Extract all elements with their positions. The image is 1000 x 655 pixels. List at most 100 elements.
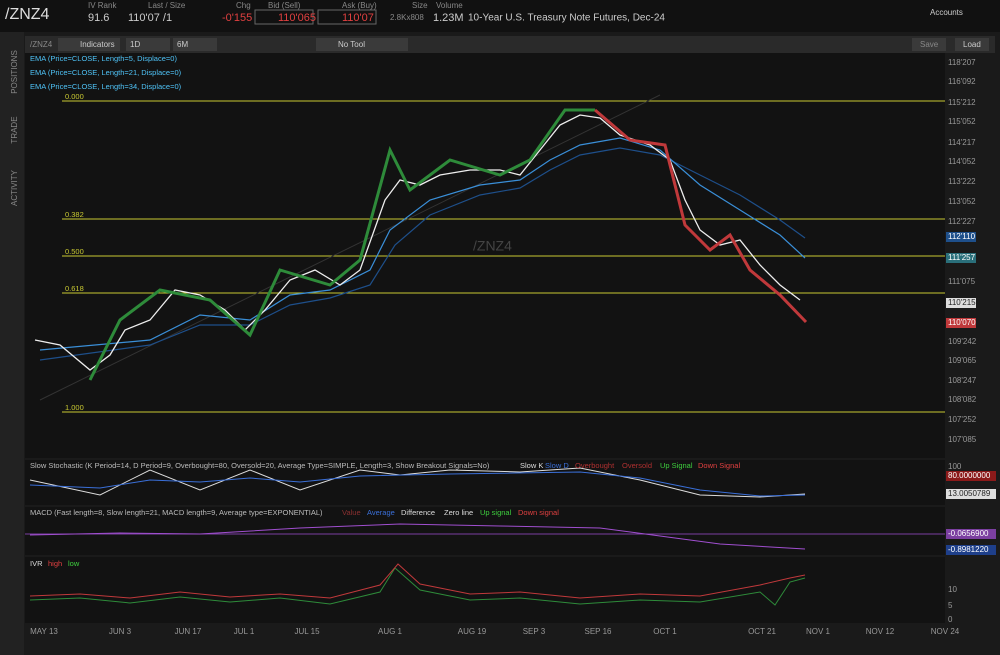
axis-label: 80.0000000: [948, 471, 991, 480]
date-label: NOV 12: [866, 627, 895, 636]
fib-label: 1.000: [65, 403, 84, 412]
header-bar: [0, 0, 1000, 32]
study-label: MACD (Fast length=8, Slow length=21, MAC…: [30, 508, 323, 517]
value-box: [946, 545, 996, 555]
fib-label: 0.382: [65, 210, 84, 219]
price-label: 107'252: [948, 415, 977, 424]
ema-5-line: [34, 114, 801, 371]
value-box: [946, 471, 996, 481]
axis-label: 5: [948, 601, 953, 610]
date-label: JUL 15: [294, 627, 320, 636]
date-label: MAY 13: [30, 627, 58, 636]
price-label: 107'085: [948, 435, 977, 444]
axis-label: 10: [948, 585, 957, 594]
value[interactable]: 110'07: [342, 12, 374, 24]
accounts-menu[interactable]: Accounts: [930, 8, 963, 17]
value: 1.23M: [433, 12, 464, 24]
sidebar: [0, 32, 24, 655]
aggregation[interactable]: 1D: [130, 40, 140, 49]
price-label: 113'052: [948, 197, 976, 206]
dropdown[interactable]: [316, 38, 408, 51]
date-labels: MAY 13 JUN 3 JUN 17 JUL 1 JUL 15 AUG 1 AUG 19 S…: [30, 627, 960, 636]
study-label: EMA (Price=CLOSE, Length=21, Displace=0): [30, 68, 182, 77]
price-label: 110'215: [948, 298, 976, 307]
legend-entry: Slow D: [545, 461, 569, 470]
fib-label: 0.500: [65, 247, 84, 256]
legend-entry: Slow K: [520, 461, 543, 470]
value: 2.8Kx808: [390, 13, 424, 22]
price-label: 108'082: [948, 395, 977, 404]
axis-label: -0.0656900: [948, 529, 989, 538]
axis-label: 0: [948, 615, 953, 624]
price-candles: [88, 108, 595, 381]
legend-entry: Up Signal: [660, 461, 693, 470]
date-axis: [25, 624, 945, 644]
price-label: 111'257: [948, 253, 976, 262]
date-label: NOV 1: [806, 627, 831, 636]
stochastic-line: [29, 471, 806, 497]
dropdown[interactable]: [126, 38, 170, 51]
study-label: Slow Stochastic (K Period=14, D Period=9…: [30, 461, 490, 470]
period[interactable]: 6M: [177, 40, 188, 49]
price-label: 110'070: [948, 318, 976, 327]
button[interactable]: [912, 38, 946, 51]
label: IV Rank: [88, 1, 117, 10]
label: Bid (Sell): [268, 1, 301, 10]
price-label: 113'222: [948, 177, 976, 186]
legend-entry: low: [68, 559, 80, 568]
value[interactable]: 110'065: [278, 12, 316, 24]
price-axis: 118'207 116'092 115'212 115'052 114'217 114'0…: [946, 58, 977, 444]
legend-entry: Down signal: [518, 508, 559, 517]
watermark: /ZNZ4: [473, 238, 512, 254]
date-label: AUG 1: [378, 627, 403, 636]
price-label: 118'207: [948, 58, 976, 67]
legend-entry: Zero line: [444, 508, 473, 517]
price-box: [946, 318, 976, 328]
price-label: 115'212: [948, 98, 976, 107]
price-label: 109'242: [948, 337, 977, 346]
label: Ask (Buy): [342, 1, 377, 10]
sidebar-tab[interactable]: POSITIONS: [10, 50, 19, 94]
dropdown[interactable]: [173, 38, 217, 51]
button[interactable]: [955, 38, 989, 51]
button[interactable]: [58, 38, 120, 51]
date-label: OCT 21: [748, 627, 776, 636]
fib-lines: [62, 100, 945, 413]
axis-label: 100: [948, 462, 962, 471]
sidebar-tab[interactable]: ACTIVITY: [10, 169, 19, 206]
trend-line: [39, 94, 661, 401]
macd-line: [29, 523, 806, 550]
date-label: JUN 17: [175, 627, 202, 636]
study-label: EMA (Price=CLOSE, Length=5, Displace=0): [30, 54, 177, 63]
value-box: [946, 489, 996, 499]
legend-entry: Oversold: [622, 461, 652, 470]
axis-label: -0.8981220: [948, 545, 989, 554]
ask-box[interactable]: [317, 9, 377, 25]
study-label: IVR: [30, 559, 43, 568]
stochastic-pane: [25, 460, 945, 505]
indicators-button[interactable]: Indicators: [80, 40, 115, 49]
legend-entry: Average: [367, 508, 395, 517]
fib-label: 0.618: [65, 284, 84, 293]
load-button[interactable]: Load: [963, 40, 981, 49]
price-label: 114'217: [948, 138, 976, 147]
sidebar-tab[interactable]: TRADE: [10, 116, 19, 143]
axis-label: 13.0050789: [948, 489, 991, 498]
fib-label: 0.000: [65, 92, 84, 101]
bid-box[interactable]: [254, 9, 314, 25]
ivr-pane: [25, 557, 945, 623]
date-label: AUG 19: [458, 627, 487, 636]
toolbar-symbol[interactable]: /ZNZ4: [30, 40, 53, 49]
price-box: [946, 298, 976, 308]
legend-entry: Overbought: [575, 461, 615, 470]
price-label: 115'052: [948, 117, 976, 126]
date-label: JUN 3: [109, 627, 132, 636]
value-box: [946, 529, 996, 539]
legend-entry: Up signal: [480, 508, 512, 517]
price-label: 109'065: [948, 356, 977, 365]
label: Volume: [436, 1, 463, 10]
save-button[interactable]: Save: [920, 40, 939, 49]
drawing-tool[interactable]: No Tool: [338, 40, 365, 49]
description: 10-Year U.S. Treasury Note Futures, Dec-…: [468, 13, 665, 24]
